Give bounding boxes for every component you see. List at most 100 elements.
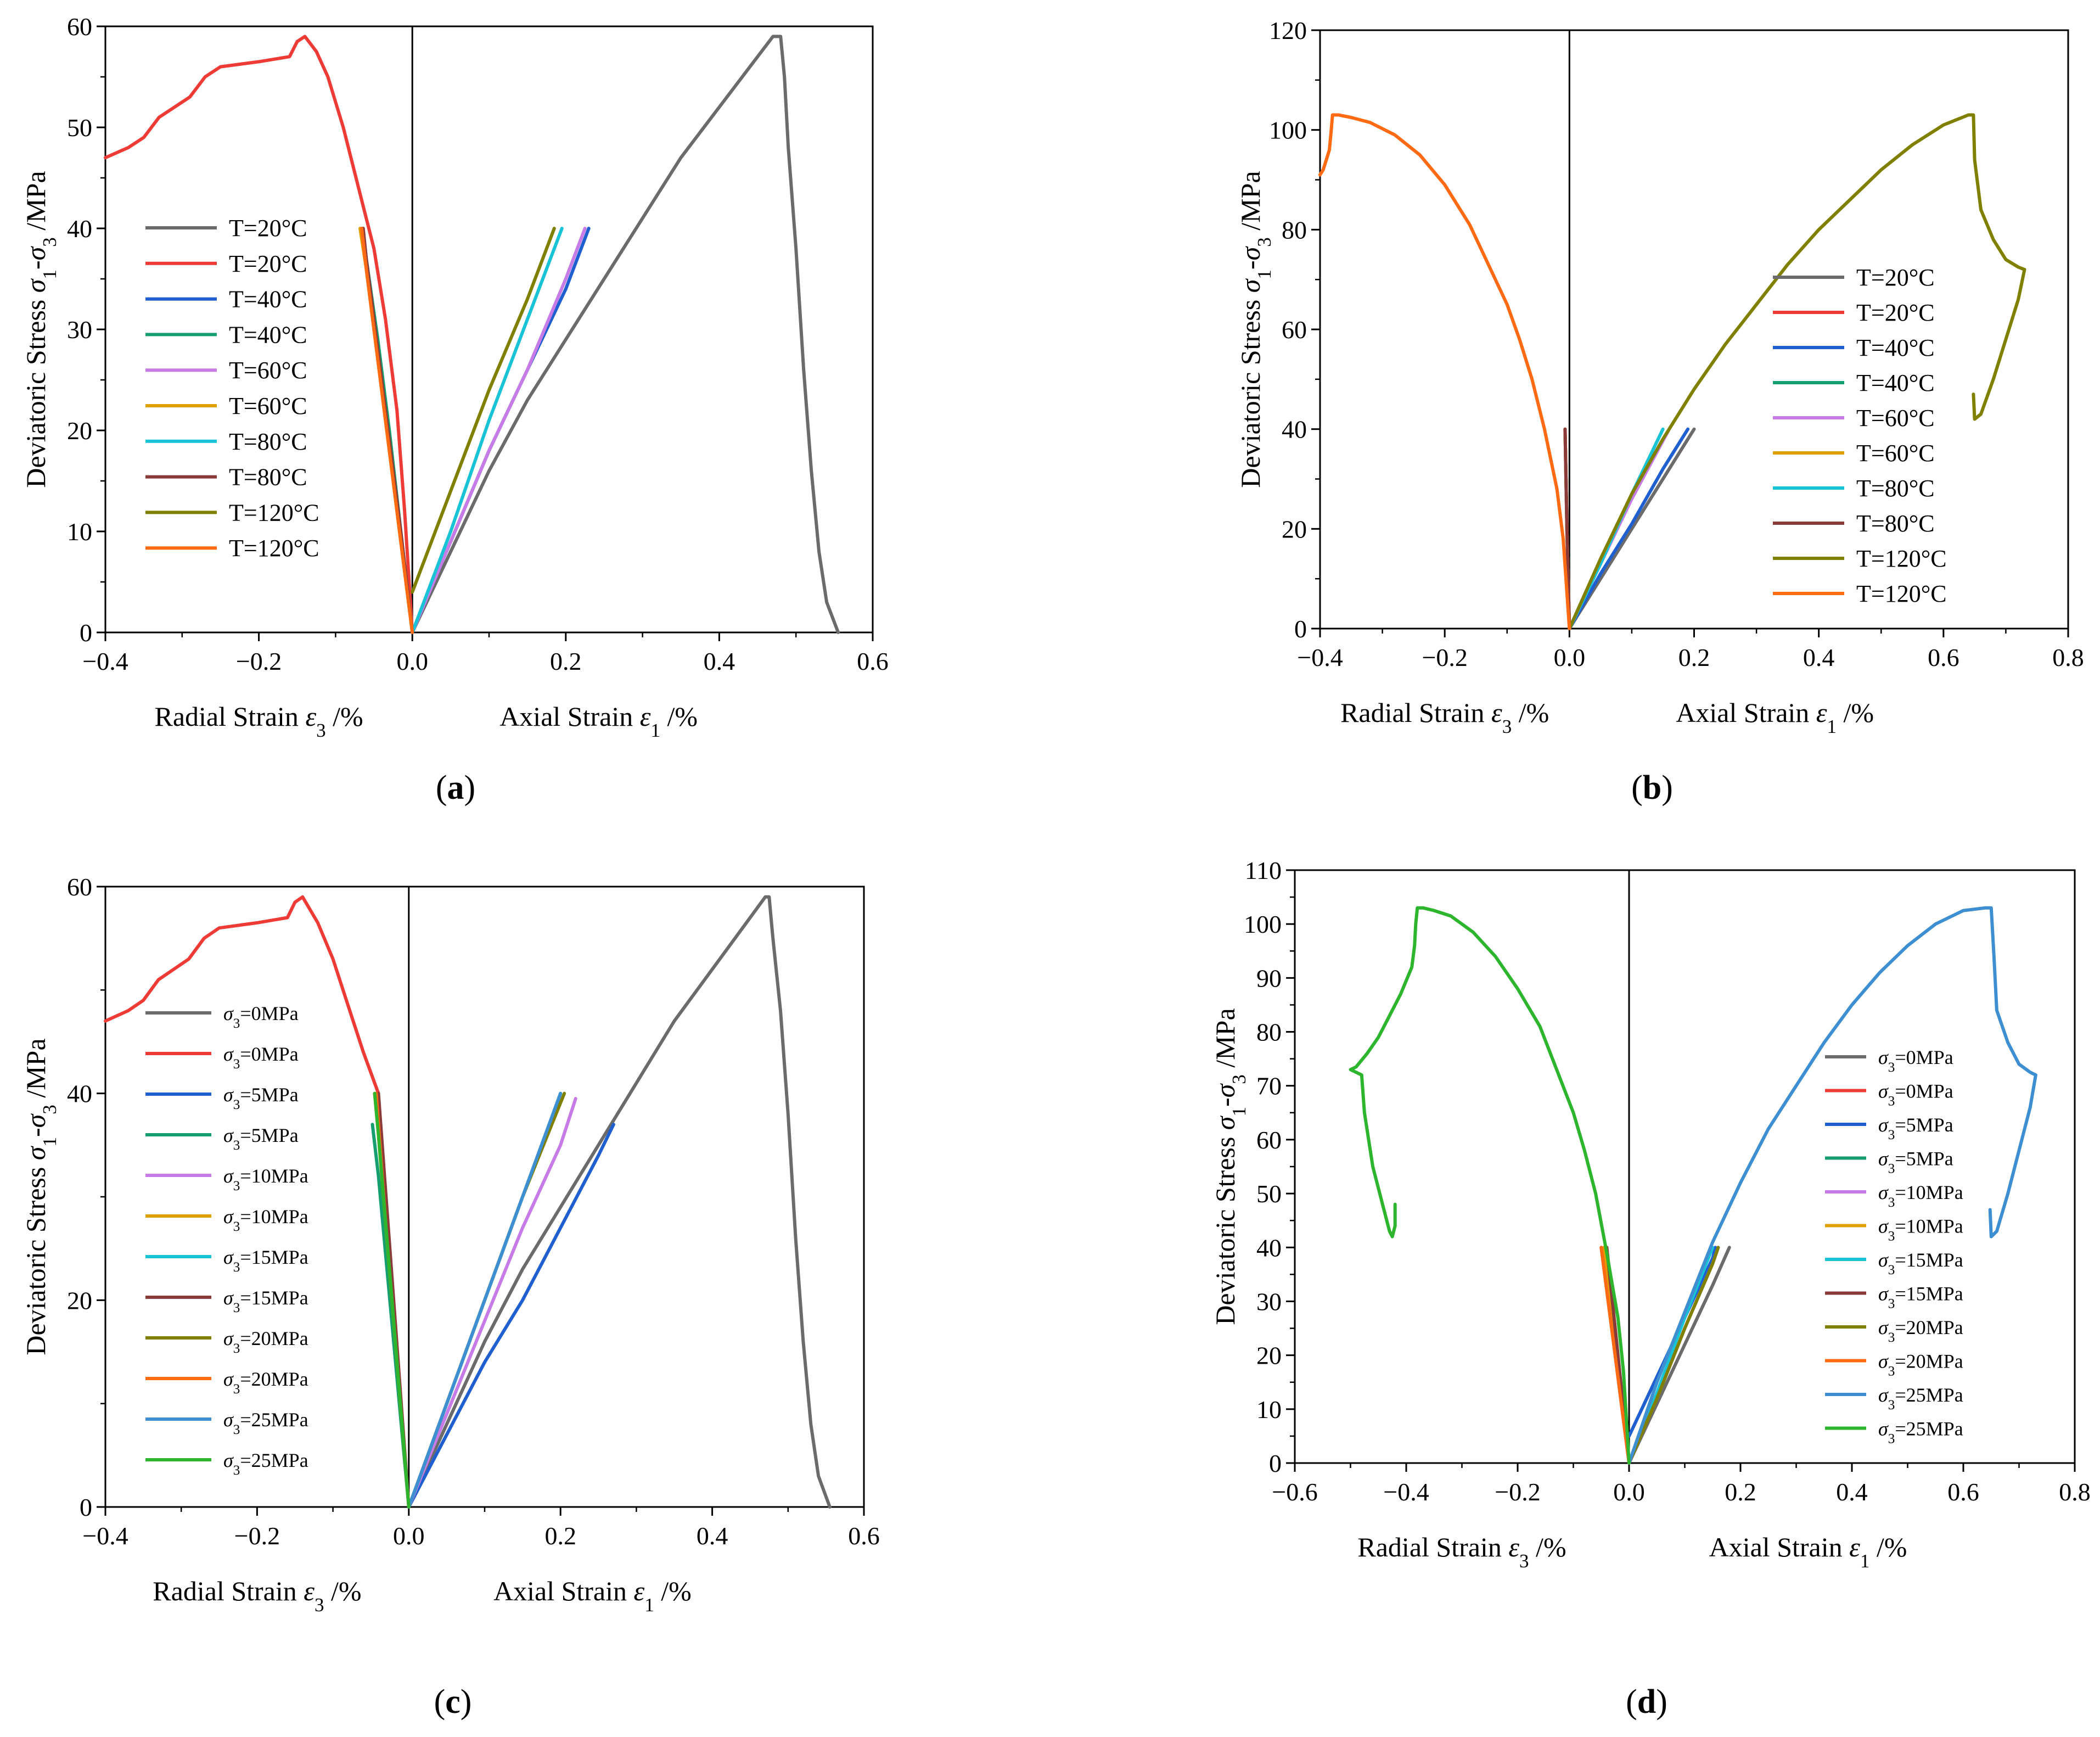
y-tick-label: 0	[80, 619, 92, 647]
y-axis-label: Deviatoric Stress σ1-σ3 /MPa	[1235, 171, 1275, 488]
y-tick-label: 100	[1244, 910, 1282, 938]
y-tick-label: 20	[1282, 515, 1307, 543]
legend-entry-label: T=60°C	[229, 393, 307, 419]
y-tick-label: 40	[67, 215, 92, 243]
y-tick-label: 60	[1256, 1126, 1282, 1154]
series-line-9	[411, 227, 556, 594]
series-line-2	[104, 895, 380, 1095]
x-tick-label: 0.6	[1928, 643, 1959, 671]
x-tick-label: 0.6	[857, 647, 889, 675]
y-tick-label: 20	[67, 1286, 92, 1314]
legend-entry-label: σ3=25MPa	[1878, 1384, 1963, 1413]
legend-entry-label: T=120°C	[1856, 580, 1947, 607]
panel-label: (a)	[436, 769, 475, 806]
panel-label: (d)	[1626, 1683, 1667, 1721]
legend-entry-label: σ3=10MPa	[1878, 1181, 1963, 1210]
x-tick-label: −0.2	[234, 1522, 280, 1550]
x-tick-label: 0.2	[550, 647, 582, 675]
x-tick-label: 0.6	[848, 1522, 880, 1550]
x-axis-label-axial: Axial Strain ε1 /%	[493, 1576, 692, 1616]
legend-entry-label: σ3=15MPa	[1878, 1249, 1963, 1277]
series-line-2	[104, 35, 414, 634]
legend-entry-label: σ3=0MPa	[223, 1002, 299, 1031]
series-line-9	[1627, 1246, 1720, 1465]
series-line-11	[1627, 906, 2037, 1465]
series-line-7	[411, 227, 564, 634]
plot-frame	[104, 886, 865, 1508]
legend-entry-label: σ3=25MPa	[223, 1409, 308, 1437]
y-tick-label: 70	[1256, 1072, 1282, 1100]
y-tick-label: 40	[1282, 416, 1307, 444]
x-axis-label-axial: Axial Strain ε1 /%	[1709, 1532, 1907, 1572]
y-tick-label: 60	[1282, 316, 1307, 344]
legend-entry-label: T=120°C	[229, 499, 319, 526]
series-line-1	[411, 35, 840, 634]
legend-entry-label: σ3=10MPa	[1878, 1215, 1963, 1244]
chart-panel-d: −0.6 −0.4 −0.2 0.0 0.2 0.4 0.6 0.8 0 10 20 30 40 50 60…	[1210, 856, 2091, 1721]
legend-entry-label: T=40°C	[229, 321, 307, 348]
y-tick-label: 60	[67, 13, 92, 41]
y-axis-label: Deviatoric Stress σ1-σ3 /MPa	[1210, 1008, 1250, 1325]
y-tick-label: 20	[67, 417, 92, 445]
x-tick-label: 0.2	[544, 1522, 576, 1550]
series-line-3	[1568, 427, 1690, 630]
x-tick-label: 0.8	[2059, 1478, 2091, 1506]
y-tick-label: 20	[1256, 1342, 1282, 1370]
x-tick-label: 0.0	[1554, 643, 1586, 671]
x-tick-label: 0.0	[1613, 1478, 1645, 1506]
panel-label: (b)	[1631, 769, 1673, 806]
y-tick-label: 50	[67, 114, 92, 142]
y-tick-label: 30	[67, 316, 92, 344]
y-tick-label: 40	[1256, 1234, 1282, 1262]
legend-entry-label: T=120°C	[229, 535, 319, 562]
legend-entry-label: T=40°C	[1856, 334, 1935, 361]
chart-panel-a: −0.4 −0.2 0.0 0.2 0.4 0.60102030405060T=20°CT…	[20, 13, 889, 806]
series-line-5	[407, 1097, 577, 1509]
x-tick-label: 0.4	[1803, 643, 1835, 671]
series-line-1	[407, 895, 832, 1509]
x-tick-label: 0.4	[704, 647, 735, 675]
legend-entry-label: σ3=20MPa	[1878, 1316, 1963, 1345]
y-tick-label: 0	[80, 1493, 92, 1521]
chart-panel-c: −0.4 −0.2 0.0 0.2 0.4 0.60204060σ3=0MPaσ3=0MP…	[20, 873, 880, 1721]
legend-entry-label: T=80°C	[229, 428, 307, 455]
legend-entry-label: σ3=5MPa	[1878, 1148, 1953, 1176]
legend-entry-label: T=120°C	[1856, 545, 1947, 572]
x-tick-label: 0.2	[1678, 643, 1710, 671]
y-tick-label: 10	[1256, 1396, 1282, 1424]
legend-entry-label: σ3=0MPa	[1878, 1046, 1953, 1075]
x-axis-label-radial: Radial Strain ε3 /%	[1357, 1532, 1566, 1572]
y-tick-label: 0	[1294, 615, 1307, 643]
legend-entry-label: σ3=15MPa	[223, 1287, 308, 1315]
series-line-3	[407, 1123, 615, 1509]
legend-entry-label: σ3=0MPa	[223, 1043, 299, 1072]
y-tick-label: 80	[1282, 216, 1307, 244]
legend: σ3=0MPa σ3=0MPa σ3=5MPa σ3=5MPa σ3=10MPa σ3=1…	[1825, 1046, 1963, 1446]
legend-entry-label: T=20°C	[1856, 264, 1935, 291]
series-line-10	[360, 227, 414, 634]
x-axis-label-axial: Axial Strain ε1 /%	[1676, 697, 1874, 737]
legend-entry-label: σ3=5MPa	[223, 1084, 299, 1112]
legend-entry-label: T=40°C	[1856, 369, 1935, 396]
series-line-10	[1318, 113, 1571, 630]
y-axis-label: Deviatoric Stress σ1-σ3 /MPa	[20, 171, 60, 488]
x-tick-label: −0.4	[1383, 1478, 1429, 1506]
y-tick-label: 40	[67, 1080, 92, 1108]
legend-entry-label: σ3=5MPa	[1878, 1114, 1953, 1142]
y-tick-label: 10	[67, 518, 92, 546]
x-tick-label: 0.0	[393, 1522, 425, 1550]
y-tick-label: 100	[1269, 116, 1307, 144]
series-line-10	[1599, 1246, 1631, 1465]
y-tick-label: 50	[1256, 1180, 1282, 1208]
panel-label: (c)	[434, 1683, 472, 1721]
legend-entry-label: T=60°C	[1856, 405, 1935, 432]
series-line-12	[373, 1091, 411, 1509]
plot-frame	[104, 25, 874, 634]
legend-entry-label: T=40°C	[229, 286, 307, 313]
legend-entry-label: σ3=15MPa	[1878, 1283, 1963, 1312]
y-tick-label: 30	[1256, 1287, 1282, 1315]
y-tick-label: 110	[1245, 856, 1282, 884]
legend-entry-label: σ3=20MPa	[1878, 1351, 1963, 1379]
y-axis-label: Deviatoric Stress σ1-σ3 /MPa	[20, 1038, 60, 1355]
